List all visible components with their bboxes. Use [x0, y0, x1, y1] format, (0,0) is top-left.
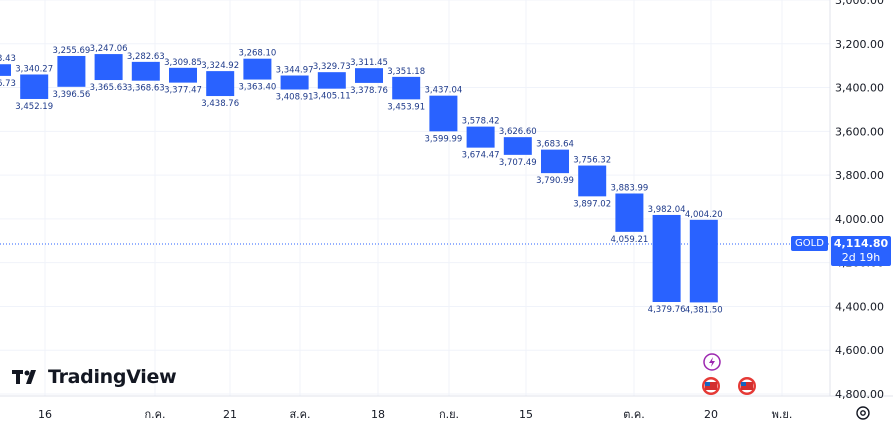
x-axis-tick-label: ก.ค. [144, 408, 165, 421]
bar-top-label: 3,437.04 [424, 86, 462, 96]
y-axis-tick-label: 4,800.00 [835, 388, 884, 401]
tradingview-logo[interactable]: TradingView [12, 366, 177, 388]
candle-bar[interactable] [131, 61, 160, 81]
bar-top-label: 3,344.97 [276, 66, 314, 76]
bar-bottom-label: 3,897.02 [573, 199, 611, 209]
bar-bottom-label: 3,452.19 [15, 102, 53, 112]
bar-bottom-label: 4,059.21 [610, 235, 648, 245]
candle-bar[interactable] [20, 74, 49, 99]
bar-bottom-label: 3,346.73 [0, 79, 16, 89]
candle-bar[interactable] [652, 214, 681, 303]
bar-bottom-label: 3,396.56 [52, 90, 90, 100]
bar-top-label: 3,578.42 [462, 117, 500, 127]
y-axis-tick-label: 3,200.00 [835, 38, 884, 51]
bar-top-label: 3,329.73 [313, 62, 351, 72]
bar-top-label: 3,293.43 [0, 54, 16, 64]
bar-bottom-label: 4,381.50 [685, 305, 723, 315]
bar-bottom-label: 3,453.91 [387, 102, 425, 112]
us-flag-stripes [741, 382, 753, 390]
y-axis-tick-label: 3,600.00 [835, 125, 884, 138]
y-axis-tick-label: 3,800.00 [835, 169, 884, 182]
y-axis-tick-label: 3,000.00 [835, 0, 884, 7]
x-axis-tick-label: พ.ย. [772, 408, 793, 421]
bar-bottom-label: 3,365.63 [90, 83, 128, 93]
candle-bar[interactable] [578, 165, 607, 197]
settings-icon[interactable] [854, 404, 872, 422]
y-axis-tick-label: 4,600.00 [835, 344, 884, 357]
y-axis-tick-label: 4,400.00 [835, 300, 884, 313]
bar-bottom-label: 3,438.76 [201, 99, 239, 109]
x-axis-tick-label: 16 [38, 408, 52, 421]
bar-top-label: 3,282.63 [127, 52, 165, 62]
us-flag-canton [741, 382, 746, 386]
bar-bottom-label: 3,674.47 [462, 151, 500, 161]
x-axis-tick-label: 18 [371, 408, 385, 421]
us-flag-stripes [705, 382, 717, 390]
candle-bar[interactable] [206, 71, 235, 97]
countdown-value: 2d 19h [841, 251, 881, 264]
tradingview-logo-text: TradingView [48, 366, 177, 388]
lightning-bolt [709, 357, 715, 367]
tradingview-icon [12, 370, 36, 384]
x-axis-tick-label: ส.ค. [289, 408, 310, 421]
bar-top-label: 3,683.64 [536, 140, 574, 150]
candle-bar[interactable] [541, 149, 569, 174]
x-axis-tick-label: ก.ย. [439, 408, 459, 421]
candle-bar[interactable] [689, 219, 718, 303]
x-axis-tick-label: 20 [704, 408, 718, 421]
candle-bar[interactable] [0, 64, 11, 76]
us-flag-canton [705, 382, 710, 386]
bar-bottom-label: 3,707.49 [499, 158, 537, 168]
symbol-badge: GOLD [791, 236, 828, 251]
candle-bar[interactable] [280, 75, 309, 90]
bar-top-label: 3,268.10 [238, 49, 276, 59]
current-price-badge: 4,114.80 2d 19h [831, 236, 891, 266]
bar-bottom-label: 3,408.91 [276, 93, 314, 103]
candle-bar[interactable] [169, 67, 197, 83]
candle-bar[interactable] [503, 137, 532, 155]
bar-bottom-label: 3,790.99 [536, 176, 574, 186]
y-axis-tick-label: 4,000.00 [835, 213, 884, 226]
bar-bottom-label: 3,363.40 [238, 83, 276, 93]
bar-top-label: 3,324.92 [201, 61, 239, 71]
x-axis-tick-label: 21 [223, 408, 237, 421]
bar-bottom-label: 3,378.76 [350, 86, 388, 96]
candle-bar[interactable] [243, 58, 272, 80]
candle-bar[interactable] [466, 126, 495, 148]
candle-bar[interactable] [615, 193, 644, 232]
bar-top-label: 3,883.99 [610, 183, 648, 193]
candle-bar[interactable] [94, 54, 123, 81]
candle-bar[interactable] [317, 72, 346, 89]
bar-top-label: 3,247.06 [90, 44, 128, 54]
y-axis-tick-label: 3,400.00 [835, 82, 884, 95]
bar-top-label: 3,340.27 [15, 64, 53, 74]
bar-top-label: 3,756.32 [573, 156, 611, 166]
bar-top-label: 3,351.18 [387, 67, 425, 77]
bar-top-label: 3,982.04 [648, 205, 686, 215]
bar-bottom-label: 4,379.76 [648, 305, 686, 315]
candle-bar[interactable] [429, 95, 458, 132]
bar-bottom-label: 3,599.99 [424, 134, 462, 144]
bar-top-label: 4,004.20 [685, 210, 723, 220]
bar-top-label: 3,255.69 [52, 46, 90, 56]
candle-bar[interactable] [355, 68, 383, 83]
bar-bottom-label: 3,368.63 [127, 84, 165, 94]
candle-bar[interactable] [57, 55, 86, 87]
x-axis-tick-label: 15 [519, 408, 533, 421]
bar-bottom-label: 3,377.47 [164, 86, 202, 96]
bar-bottom-label: 3,405.11 [313, 92, 351, 102]
bar-top-label: 3,309.85 [164, 58, 202, 68]
current-price-value: 4,114.80 [833, 237, 889, 250]
bar-top-label: 3,626.60 [499, 127, 537, 137]
bar-top-label: 3,311.45 [350, 58, 388, 68]
x-axis-tick-label: ต.ค. [623, 408, 645, 421]
candle-bar[interactable] [392, 76, 421, 100]
